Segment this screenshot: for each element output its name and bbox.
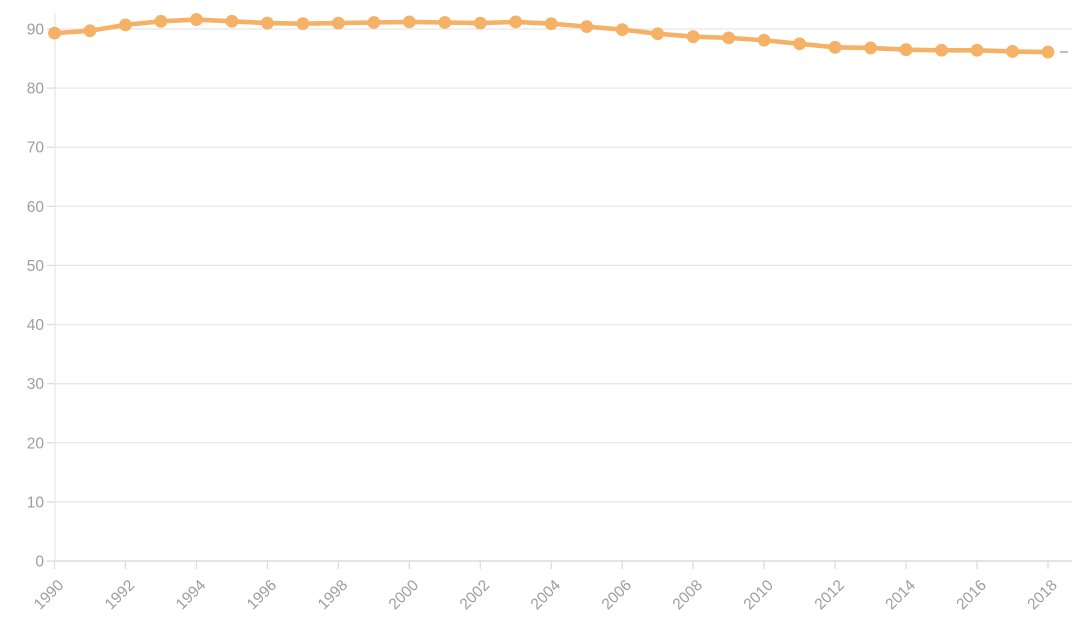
xtick-label-2010: 2010 [741, 577, 778, 614]
xtick-label-1996: 1996 [244, 577, 280, 613]
data-point-1997[interactable] [296, 17, 310, 31]
ytick-label-50: 50 [27, 258, 45, 275]
data-point-1999[interactable] [367, 16, 381, 29]
xtick-label-2006: 2006 [599, 577, 635, 613]
data-point-1991[interactable] [83, 24, 97, 38]
data-point-2015[interactable] [935, 43, 948, 57]
data-point-2016[interactable] [970, 43, 984, 57]
data-point-2009[interactable] [722, 31, 736, 45]
data-point-1998[interactable] [331, 16, 345, 30]
data-point-2017[interactable] [1006, 45, 1019, 58]
xtick-label-2014: 2014 [882, 577, 919, 614]
xtick-label-2000: 2000 [386, 577, 423, 614]
data-point-2008[interactable] [686, 30, 700, 44]
data-point-2007[interactable] [651, 27, 665, 41]
data-point-1992[interactable] [119, 18, 132, 32]
xtick-label-2018: 2018 [1024, 577, 1060, 613]
data-point-2012[interactable] [828, 40, 842, 54]
ytick-label-40: 40 [27, 317, 45, 334]
data-point-2011[interactable] [793, 37, 807, 51]
data-point-2006[interactable] [615, 23, 629, 36]
ytick-label-60: 60 [27, 199, 45, 216]
xtick-label-1992: 1992 [102, 577, 138, 613]
data-point-1994[interactable] [190, 13, 203, 26]
xtick-label-2002: 2002 [457, 577, 493, 613]
data-point-1990[interactable] [48, 26, 61, 40]
ytick-label-10: 10 [27, 494, 45, 511]
ytick-label-80: 80 [27, 81, 45, 98]
xtick-label-2008: 2008 [670, 577, 706, 613]
ytick-label-0: 0 [35, 554, 44, 571]
data-point-2018[interactable] [1041, 45, 1055, 59]
data-point-1993[interactable] [154, 14, 168, 28]
data-point-2005[interactable] [580, 20, 594, 34]
ytick-label-20: 20 [27, 435, 45, 452]
ytick-label-70: 70 [27, 140, 45, 157]
data-point-2002[interactable] [473, 16, 487, 30]
data-point-1995[interactable] [225, 14, 239, 28]
data-point-2003[interactable] [509, 15, 523, 29]
data-point-2001[interactable] [438, 16, 452, 29]
xtick-label-2012: 2012 [812, 577, 848, 613]
data-point-2013[interactable] [864, 41, 877, 55]
data-point-2010[interactable] [757, 33, 771, 47]
xtick-label-2004: 2004 [528, 577, 565, 614]
data-point-2000[interactable] [402, 15, 416, 29]
xtick-label-1990: 1990 [31, 577, 68, 614]
xtick-label-1998: 1998 [315, 577, 351, 613]
xtick-label-2016: 2016 [953, 577, 989, 613]
ytick-label-30: 30 [27, 376, 45, 393]
data-point-1996[interactable] [260, 16, 274, 30]
data-point-2014[interactable] [899, 43, 913, 57]
xtick-label-1994: 1994 [173, 577, 210, 614]
data-point-2004[interactable] [544, 17, 558, 31]
ytick-label-90: 90 [27, 22, 45, 39]
